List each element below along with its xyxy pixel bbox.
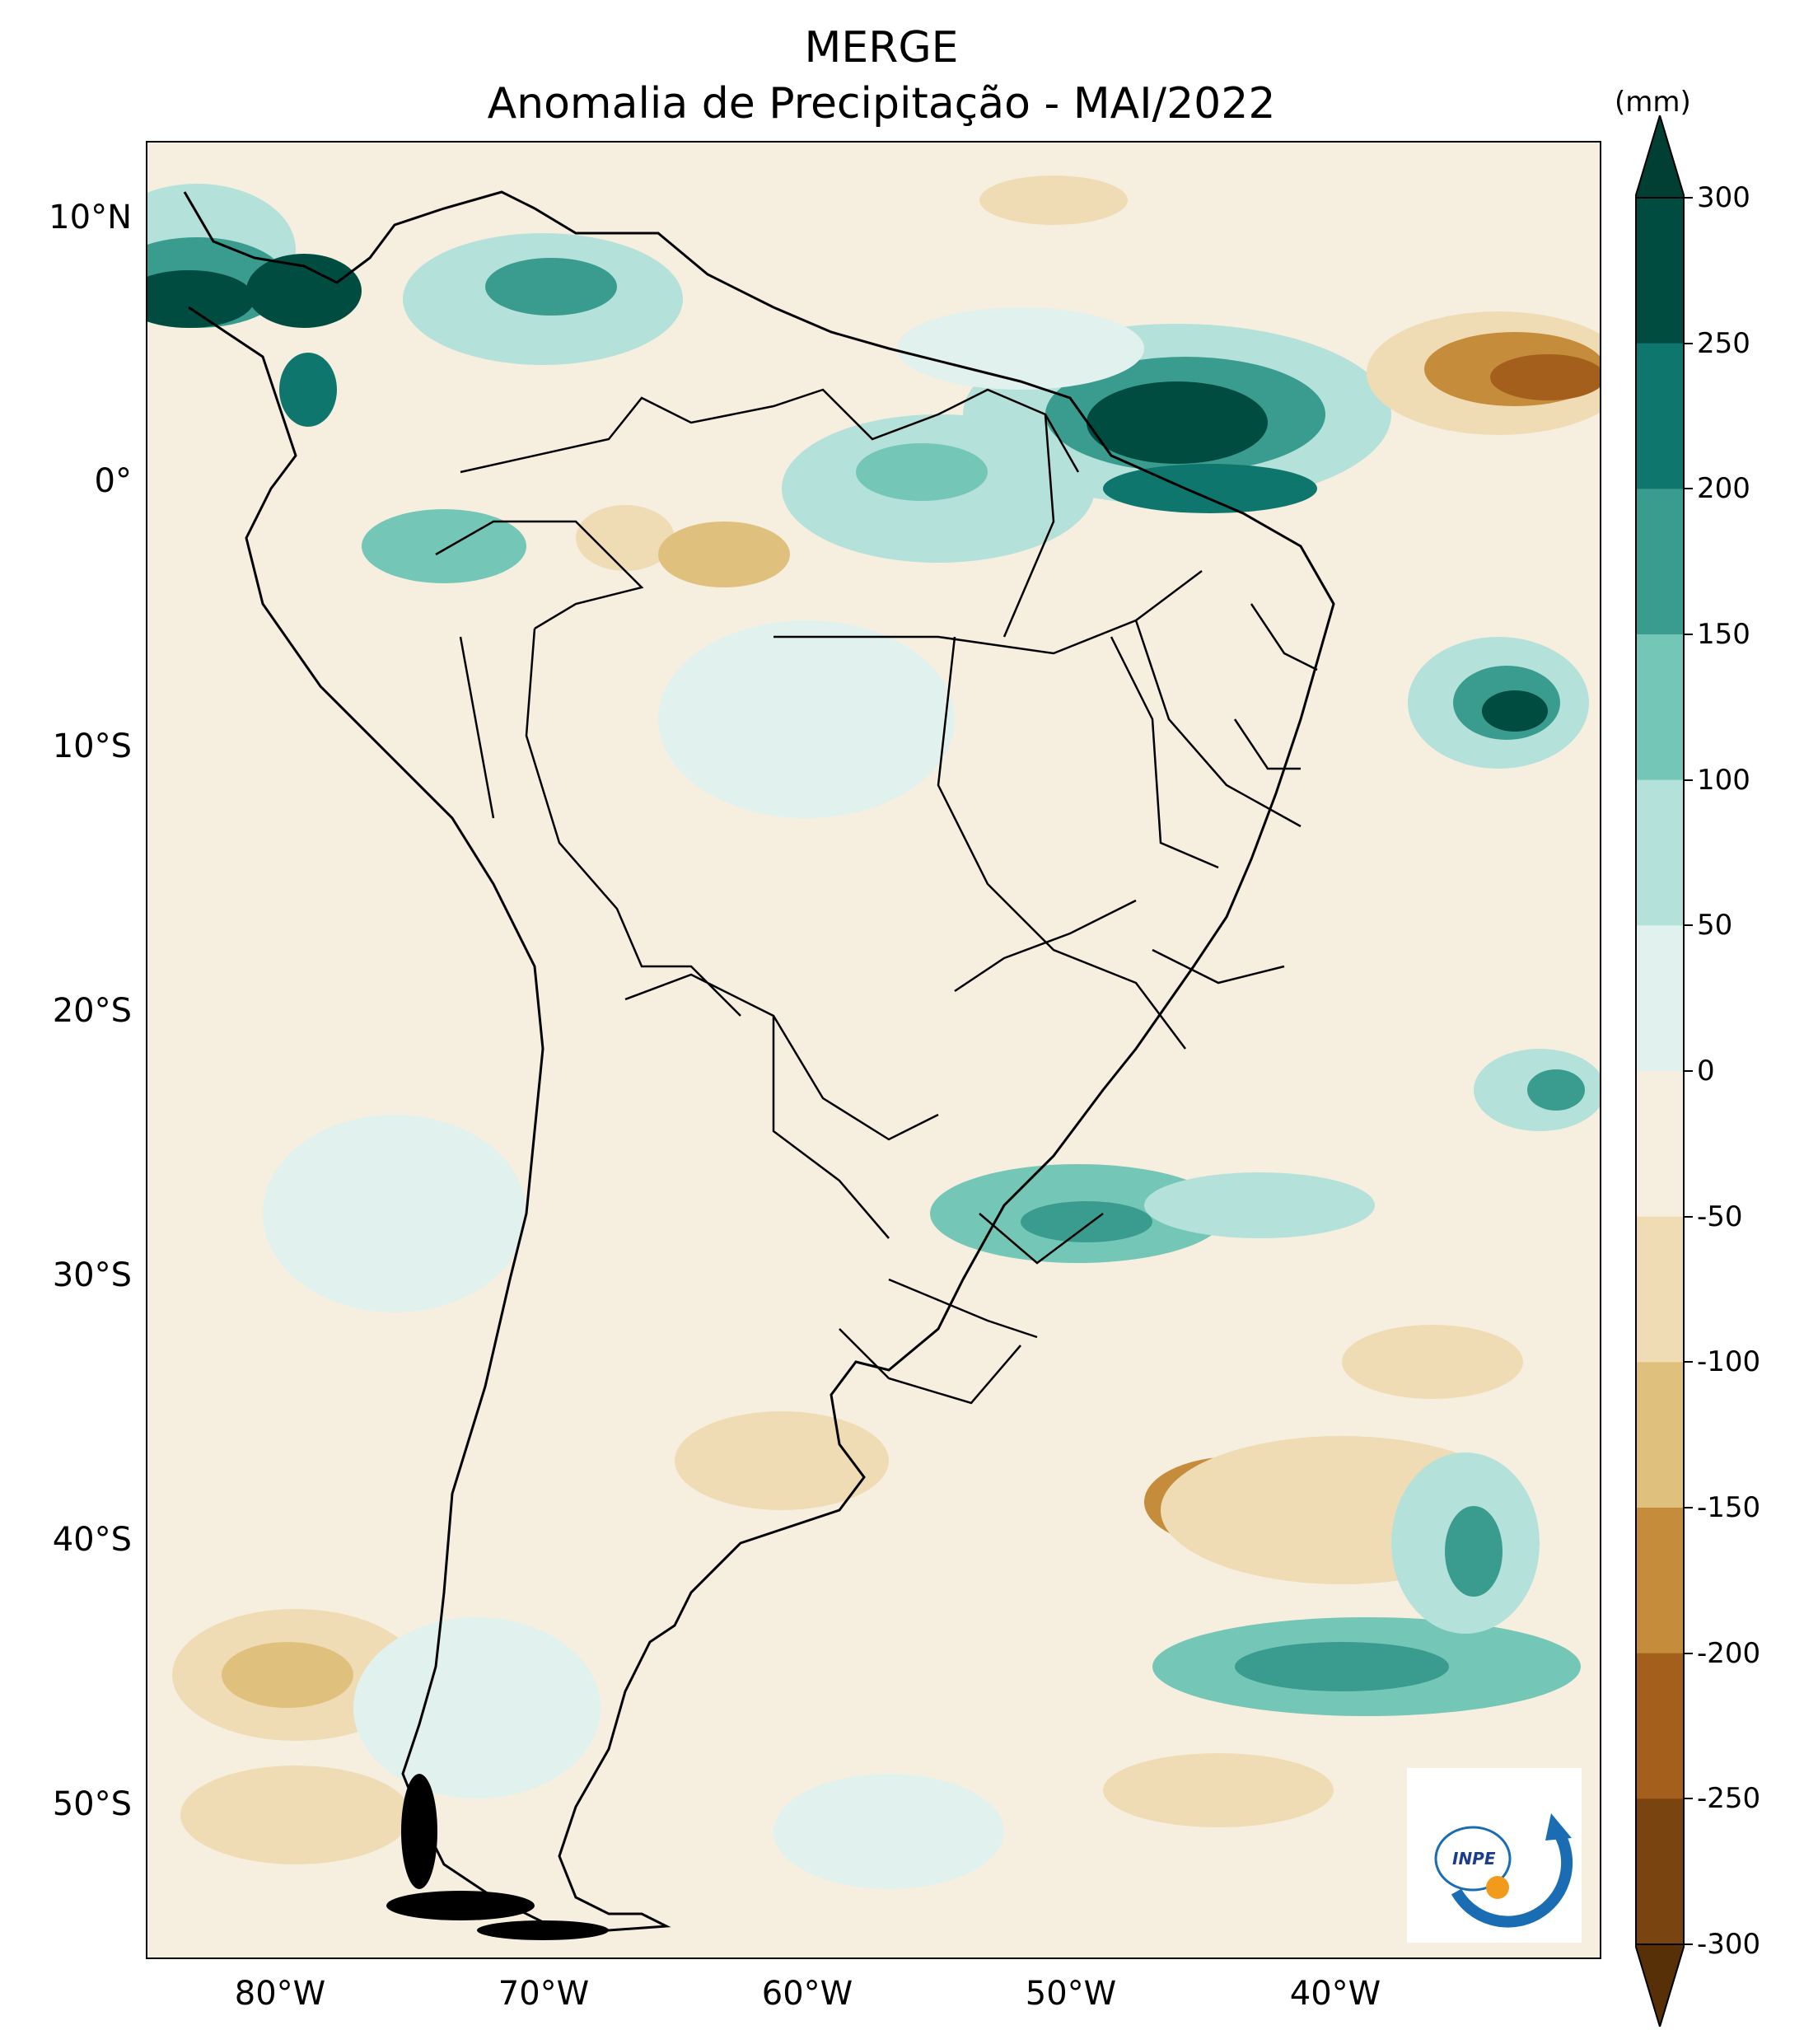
- colorbar-tick-label: -150: [1697, 1491, 1761, 1524]
- colorbar-tick-mark: [1685, 1215, 1693, 1218]
- lat-label-30s: 30°S: [52, 1256, 132, 1294]
- anomaly-patch: [362, 509, 526, 583]
- lat-label-0: 0°: [94, 462, 132, 500]
- anomaly-patch: [1144, 1172, 1375, 1238]
- anomaly-patch: [675, 1411, 889, 1510]
- colorbar-tick-label: -50: [1697, 1200, 1743, 1233]
- lon-label-60w: 60°W: [761, 1975, 853, 2013]
- colorbar-segment: [1635, 779, 1685, 926]
- colorbar-tick-mark: [1685, 488, 1693, 490]
- coastline: [183, 190, 1335, 1932]
- anomaly-patch: [485, 258, 617, 316]
- colorbar-extend-top: [1635, 115, 1685, 199]
- anomaly-patch: [147, 270, 255, 328]
- colorbar-tick-label: 250: [1697, 326, 1750, 360]
- anomaly-patch: [353, 1617, 601, 1798]
- anomaly-patch: [246, 254, 362, 328]
- anomaly-patch: [658, 522, 790, 587]
- colorbar-tick-label: -100: [1697, 1345, 1761, 1379]
- colorbar-segment: [1635, 343, 1685, 489]
- anomaly-patch: [1021, 1201, 1152, 1242]
- colorbar-segment: [1635, 198, 1685, 344]
- colorbar-tick-mark: [1685, 197, 1693, 199]
- colorbar-tick-label: 200: [1697, 472, 1750, 506]
- colorbar-tick-label: 50: [1697, 909, 1733, 942]
- colorbar-tick-mark: [1685, 1361, 1693, 1363]
- colorbar-tick-label: -250: [1697, 1782, 1761, 1816]
- colorbar-segment: [1635, 1362, 1685, 1508]
- lat-label-20s: 20°S: [52, 992, 132, 1030]
- colorbar-tick-label: 150: [1697, 618, 1750, 651]
- anomaly-patch: [1103, 464, 1317, 513]
- colorbar: [1635, 115, 1685, 2027]
- anomaly-patch: [658, 620, 955, 818]
- chart-title: MERGE: [804, 23, 959, 72]
- anomaly-patch: [773, 1774, 1004, 1889]
- lon-label-80w: 80°W: [234, 1975, 326, 2013]
- colorbar-tick-mark: [1685, 1070, 1693, 1072]
- colorbar-tick-label: -300: [1697, 1928, 1761, 1961]
- colorbar-frame: [1635, 197, 1685, 1945]
- lat-label-10n: 10°N: [49, 199, 132, 236]
- anomaly-patch: [1527, 1069, 1585, 1111]
- colorbar-segment: [1635, 925, 1685, 1072]
- anomaly-patch: [576, 505, 675, 571]
- colorbar-segment: [1635, 1798, 1685, 1945]
- anomaly-patch: [1103, 1753, 1334, 1827]
- colorbar-tick-mark: [1685, 1507, 1693, 1508]
- colorbar-tick-label: 100: [1697, 763, 1750, 797]
- map-svg: [147, 143, 1600, 1957]
- anomaly-patch: [222, 1642, 353, 1708]
- colorbar-tick-mark: [1685, 1652, 1693, 1654]
- lon-label-50w: 50°W: [1025, 1975, 1117, 2013]
- chart-subtitle: Anomalia de Precipitação - MAI/2022: [487, 79, 1276, 129]
- anomaly-patch: [1342, 1325, 1523, 1399]
- colorbar-segment: [1635, 1653, 1685, 1799]
- colorbar-tick-label: -200: [1697, 1636, 1761, 1670]
- lat-label-40s: 40°S: [52, 1521, 132, 1559]
- lon-label-70w: 70°W: [498, 1975, 590, 2013]
- lat-label-50s: 50°S: [52, 1785, 132, 1823]
- anomaly-patch: [1490, 354, 1600, 400]
- anomaly-patches: [147, 175, 1600, 1889]
- colorbar-segment: [1635, 634, 1685, 781]
- anomaly-patch: [1087, 381, 1268, 464]
- anomaly-patch: [856, 443, 988, 501]
- colorbar-tick-mark: [1685, 342, 1693, 344]
- colorbar-segment: [1635, 1216, 1685, 1363]
- anomaly-patch: [279, 353, 337, 427]
- colorbar-tick-label: 300: [1697, 181, 1750, 214]
- inpe-logo: INPE: [1407, 1768, 1582, 1943]
- colorbar-tick-mark: [1685, 1798, 1693, 1800]
- anomaly-patch: [897, 307, 1144, 390]
- colorbar-segment: [1635, 1508, 1685, 1654]
- anomaly-patch: [979, 175, 1128, 225]
- colorbar-unit: (mm): [1615, 86, 1691, 119]
- inpe-logo-mark: INPE: [1434, 1813, 1573, 1928]
- anomaly-patch: [1235, 1642, 1449, 1691]
- map-panel: [146, 141, 1601, 1959]
- logo-text: INPE: [1452, 1849, 1496, 1869]
- lat-label-10s: 10°S: [52, 727, 132, 765]
- colorbar-tick-mark: [1685, 634, 1693, 635]
- colorbar-segment: [1635, 1071, 1685, 1218]
- lon-label-40w: 40°W: [1289, 1975, 1381, 2013]
- colorbar-tick-mark: [1685, 924, 1693, 927]
- colorbar-extend-bottom: [1635, 1943, 1685, 2027]
- anomaly-patch: [263, 1115, 526, 1312]
- colorbar-tick-label: 0: [1697, 1055, 1715, 1087]
- colorbar-segment: [1635, 489, 1685, 635]
- colorbar-tick-mark: [1685, 1943, 1693, 1945]
- southern-islands: [386, 1774, 609, 1940]
- anomaly-patch: [1445, 1506, 1503, 1597]
- borders: [435, 388, 1318, 1405]
- anomaly-patch: [180, 1766, 411, 1864]
- colorbar-tick-mark: [1685, 779, 1693, 781]
- anomaly-patch: [1482, 690, 1548, 732]
